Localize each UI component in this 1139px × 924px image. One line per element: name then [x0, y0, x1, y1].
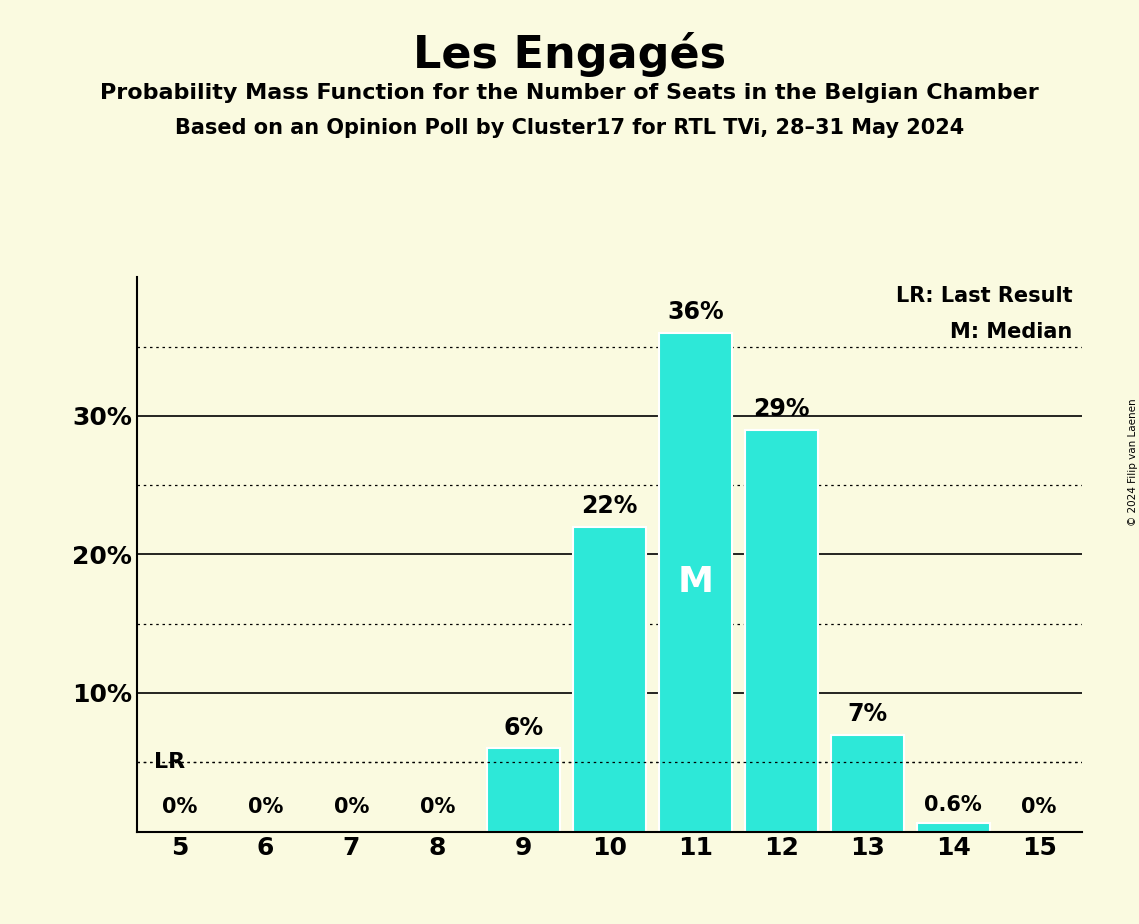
Text: 29%: 29%	[753, 397, 810, 421]
Bar	[486, 748, 560, 832]
Text: 0%: 0%	[1022, 796, 1057, 817]
Text: © 2024 Filip van Laenen: © 2024 Filip van Laenen	[1129, 398, 1138, 526]
Text: 7%: 7%	[847, 702, 887, 726]
Bar	[830, 735, 903, 832]
Text: 0.6%: 0.6%	[924, 795, 982, 815]
Text: Probability Mass Function for the Number of Seats in the Belgian Chamber: Probability Mass Function for the Number…	[100, 83, 1039, 103]
Text: 0%: 0%	[420, 796, 456, 817]
Bar	[573, 527, 646, 832]
Text: 0%: 0%	[334, 796, 369, 817]
Text: M: Median: M: Median	[950, 322, 1073, 342]
Bar	[917, 823, 990, 832]
Text: 36%: 36%	[667, 300, 723, 324]
Text: 6%: 6%	[503, 716, 543, 740]
Text: LR: Last Result: LR: Last Result	[896, 286, 1073, 306]
Text: 22%: 22%	[581, 494, 638, 518]
Bar	[745, 430, 818, 832]
Bar	[658, 333, 732, 832]
Text: LR: LR	[154, 752, 185, 772]
Text: Based on an Opinion Poll by Cluster17 for RTL TVi, 28–31 May 2024: Based on an Opinion Poll by Cluster17 fo…	[175, 118, 964, 139]
Text: 0%: 0%	[162, 796, 197, 817]
Text: 0%: 0%	[248, 796, 284, 817]
Text: Les Engagés: Les Engagés	[413, 32, 726, 78]
Text: M: M	[678, 565, 713, 599]
